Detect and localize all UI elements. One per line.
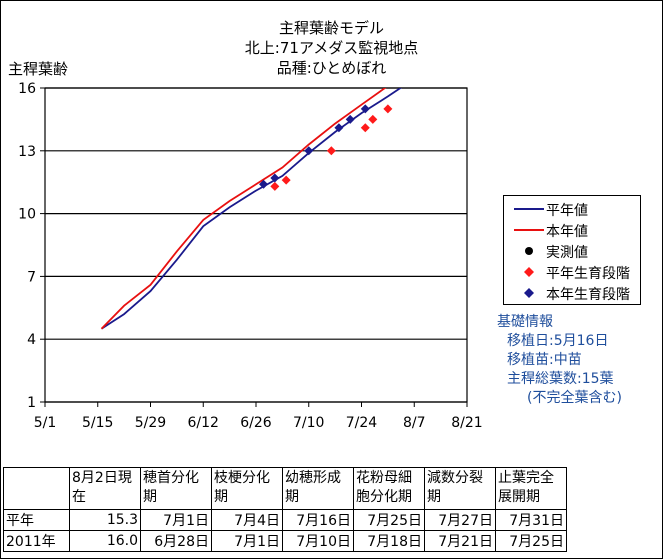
table-cell: 花粉母細 胞分化期: [353, 467, 425, 510]
y-tick-label: 16: [18, 81, 36, 97]
table-cell: 止葉完全 展開期: [495, 467, 567, 510]
legend-label: 実測値: [546, 245, 588, 261]
chart-title-line-3: 品種:ひとめぼれ: [276, 59, 387, 77]
chart-legend: 平年値 本年値 実測値 平年生育段階 本年生育段階: [503, 195, 641, 305]
info-total-leaves: 主稈総葉数:15葉: [507, 371, 614, 387]
info-transplant-date: 移植日:5月16日: [507, 333, 609, 349]
legend-item-normal-stage: 平年生育段階: [504, 262, 640, 282]
legend-item-this-year-line: 本年値: [504, 220, 640, 240]
table-cell: 16.0: [69, 530, 141, 552]
basic-info-panel: 基礎情報 移植日:5月16日 移植苗:中苗 主稈総葉数:15葉 (不完全葉含む): [497, 313, 622, 408]
data-point: [281, 175, 291, 185]
y-tick-label: 10: [18, 207, 36, 223]
table-header-row: 8月2日現在穂首分化期枝梗分化期幼穂形成期花粉母細 胞分化期 減数分裂期止葉完全 展開…: [3, 467, 567, 510]
table-cell: 7月25日: [353, 509, 425, 531]
info-seedling-type: 移植苗:中苗: [507, 352, 582, 368]
x-tick-label: 5/1: [34, 415, 57, 431]
table-cell: 幼穂形成期: [282, 467, 354, 510]
chart-title-line-2: 北上:71アメダス監視地点: [244, 39, 419, 57]
legend-symbol: [525, 247, 533, 255]
growth-stage-table: 8月2日現在穂首分化期枝梗分化期幼穂形成期花粉母細 胞分化期 減数分裂期止葉完全 展開…: [3, 467, 567, 552]
y-tick-label: 13: [18, 144, 36, 160]
table-cell: 7月1日: [140, 509, 212, 531]
table-cell: 7月31日: [495, 509, 567, 531]
legend-symbol: [514, 229, 544, 231]
x-tick-label: 7/24: [346, 415, 378, 431]
data-point: [304, 146, 314, 156]
data-point: [345, 114, 355, 124]
series-line: [101, 88, 403, 330]
basic-info-title: 基礎情報: [497, 314, 553, 330]
x-tick-label: 8/21: [451, 415, 482, 431]
table-cell: 減数分裂期: [424, 467, 496, 510]
y-axis-label: 主稈葉齢: [8, 60, 69, 78]
legend-label: 平年値: [546, 203, 588, 219]
table-cell: 8月2日現在: [69, 467, 141, 510]
data-point: [270, 181, 280, 191]
series-line: [100, 88, 387, 330]
table-cell: 7月25日: [495, 530, 567, 552]
legend-symbol: [514, 208, 544, 210]
plot-area-frame: [44, 87, 468, 403]
data-point: [368, 114, 378, 124]
table-cell: 7月18日: [353, 530, 425, 552]
table-row: 2011年 16.0 6月28日 7月1日 7月10日 7月18日 7月21日 7月25日: [3, 530, 567, 552]
x-tick-label: 8/7: [403, 415, 426, 431]
x-tick-label: 6/12: [188, 415, 219, 431]
table-cell: 2011年: [3, 530, 70, 552]
table-cell: [3, 467, 70, 510]
data-point: [326, 146, 336, 156]
legend-label: 本年値: [546, 224, 588, 240]
table-cell: 平年: [3, 509, 70, 531]
legend-symbol: [524, 267, 534, 277]
table-cell: 6月28日: [140, 530, 212, 552]
data-point: [259, 179, 269, 189]
data-point: [383, 104, 393, 114]
table-cell: 7月16日: [282, 509, 354, 531]
chart-title-line-1: 主稈葉齢モデル: [278, 19, 384, 37]
legend-item-measured: 実測値: [504, 241, 640, 261]
table-row: 平年 15.3 7月1日 7月4日 7月16日 7月25日 7月27日 7月31日: [3, 509, 567, 531]
legend-symbol: [524, 288, 534, 298]
table-cell: 穂首分化期: [140, 467, 212, 510]
x-tick-label: 5/29: [135, 415, 166, 431]
table-cell: 7月1日: [211, 530, 283, 552]
table-cell: 7月27日: [424, 509, 496, 531]
data-point: [334, 123, 344, 133]
y-tick-label: 4: [27, 332, 36, 348]
legend-label: 本年生育段階: [546, 287, 630, 303]
data-point: [270, 173, 280, 183]
table-cell: 7月21日: [424, 530, 496, 552]
data-point: [360, 123, 370, 133]
x-tick-label: 5/15: [82, 415, 113, 431]
x-tick-label: 6/26: [240, 415, 272, 431]
data-point: [360, 104, 370, 114]
y-tick-label: 7: [27, 269, 36, 285]
table-cell: 15.3: [69, 509, 141, 531]
table-cell: 7月4日: [211, 509, 283, 531]
table-cell: 枝梗分化期: [211, 467, 283, 510]
legend-item-normal-line: 平年値: [504, 199, 640, 219]
legend-label: 平年生育段階: [546, 266, 630, 282]
legend-item-this-year-stage: 本年生育段階: [504, 283, 640, 303]
table-cell: 7月10日: [282, 530, 354, 552]
info-note: (不完全葉含む): [527, 390, 622, 406]
x-tick-label: 7/10: [293, 415, 324, 431]
y-tick-label: 1: [27, 395, 36, 411]
